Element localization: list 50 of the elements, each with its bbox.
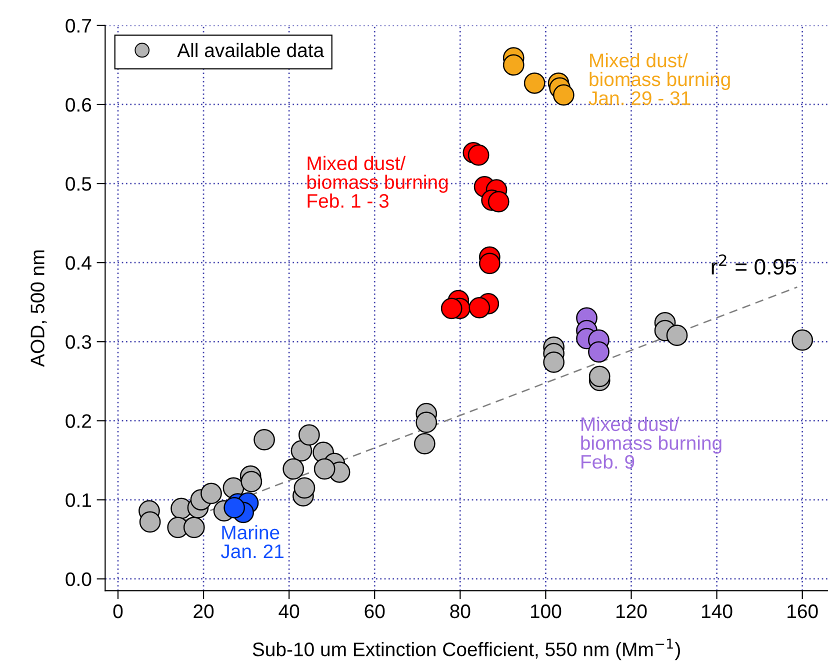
point — [200, 482, 222, 504]
y-tick-label: 0.2 — [66, 414, 91, 428]
y-tick-label: 0.3 — [66, 335, 92, 349]
point — [488, 191, 510, 212]
point — [254, 429, 275, 450]
point — [588, 366, 610, 388]
x-tick-label: 160 — [788, 604, 818, 618]
legend-label: All available data — [177, 42, 324, 58]
y-tick-label: 0.6 — [66, 98, 92, 112]
point — [294, 477, 316, 499]
point — [416, 412, 438, 434]
series-label: Mixed dust/ biomass burning Jan. 29 - 31 — [588, 53, 730, 106]
x-tick-label: 60 — [364, 604, 385, 618]
annotation: r$^{2}$ = 0.95 — [712, 254, 796, 275]
point — [282, 458, 304, 480]
x-axis-title: Sub-10 um Extinction Coefficient, 550 nm (Mm$^{−1}$) — [252, 638, 680, 660]
point — [183, 516, 205, 538]
point — [524, 72, 546, 94]
y-axis-title: AOD, 500 nm — [30, 250, 47, 367]
point — [240, 470, 262, 492]
x-tick-label: 0 — [113, 604, 123, 618]
point — [552, 84, 574, 106]
point — [468, 144, 490, 166]
point — [543, 352, 565, 373]
series-label: Marine Jan. 21 — [220, 525, 284, 558]
point — [502, 54, 524, 76]
point — [314, 458, 336, 480]
point — [440, 298, 462, 320]
text: Mixed dust/ biomass burning Feb. 9 — [581, 416, 722, 469]
x-tick-label: 40 — [278, 604, 300, 618]
point — [224, 497, 246, 518]
y-tick-label: 0.4 — [66, 256, 92, 270]
x-tick-label: 20 — [194, 604, 214, 618]
x-tick-label: 120 — [616, 604, 647, 618]
series-label: Mixed dust/ biomass burning Feb. 1 - 3 — [307, 156, 448, 208]
point — [478, 252, 500, 274]
point — [666, 324, 688, 346]
point — [414, 432, 436, 454]
point — [588, 341, 610, 363]
point — [139, 511, 161, 533]
y-tick-label: 0.5 — [66, 177, 92, 191]
y-tick-label: 0.1 — [66, 493, 92, 508]
x-tick-label: 100 — [530, 604, 562, 618]
point — [792, 329, 814, 351]
y-tick-label: 0.7 — [66, 18, 91, 33]
point — [468, 296, 490, 318]
x-tick-label: 80 — [450, 604, 470, 618]
y-tick-label: 0.0 — [66, 572, 92, 586]
point — [298, 424, 320, 446]
x-tick-label: 140 — [702, 604, 732, 618]
